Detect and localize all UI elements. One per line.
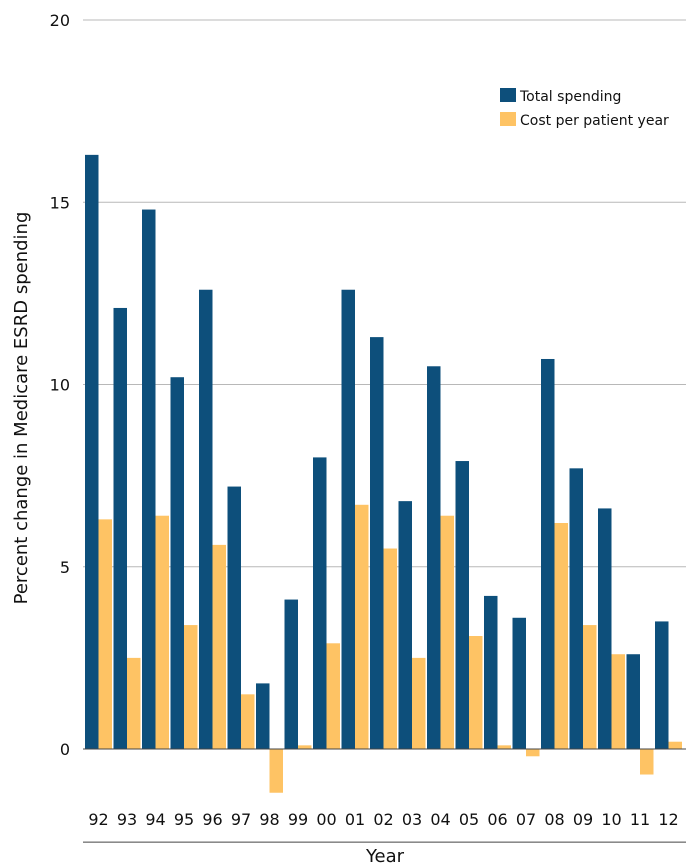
x-tick-label: 08 (544, 810, 564, 829)
bar-cost-per-patient-year (526, 749, 540, 757)
legend-label-total-spending: Total spending (519, 89, 621, 105)
bar-cost-per-patient-year (412, 657, 426, 749)
bar-total-spending (427, 366, 441, 749)
legend-swatch-total-spending (500, 88, 516, 102)
legend-label-cost-per-patient-year: Cost per patient year (520, 113, 669, 129)
bar-total-spending (256, 683, 270, 749)
x-tick-label: 96 (202, 810, 222, 829)
bar-cost-per-patient-year (640, 749, 654, 775)
bar-total-spending (113, 307, 127, 749)
x-tick-label: 05 (459, 810, 479, 829)
bar-cost-per-patient-year (298, 745, 312, 749)
x-tick-label: 10 (601, 810, 621, 829)
bar-total-spending (227, 486, 241, 749)
x-tick-label: 99 (288, 810, 308, 829)
bar-total-spending (199, 289, 213, 749)
bar-total-spending (170, 377, 184, 749)
bar-total-spending (284, 599, 298, 749)
bar-cost-per-patient-year (355, 504, 369, 749)
bar-cost-per-patient-year (212, 544, 226, 749)
x-tick-labels: 92 93 94 95 96 97 98 99 00 01 02 03 04 05 06 07 08 09 10 11… (88, 810, 678, 829)
x-tick-label: 03 (402, 810, 422, 829)
bar-cost-per-patient-year (611, 654, 625, 749)
bar-cost-per-patient-year (554, 523, 568, 749)
x-tick-label: 93 (117, 810, 137, 829)
bar-cost-per-patient-year (469, 636, 483, 749)
bar-cost-per-patient-year (127, 657, 141, 749)
bar-total-spending (569, 468, 583, 749)
bar-total-spending (341, 289, 355, 749)
bar-total-spending (398, 501, 412, 749)
legend: Total spending Cost per patient year (500, 88, 669, 129)
legend-swatch-cost-per-patient-year (500, 112, 516, 126)
x-tick-label: 94 (145, 810, 165, 829)
x-tick-label: 06 (487, 810, 507, 829)
bar-total-spending (598, 508, 612, 749)
bar-total-spending (655, 621, 669, 749)
x-tick-label: 02 (373, 810, 393, 829)
x-tick-label: 04 (430, 810, 450, 829)
x-tick-label: 98 (259, 810, 279, 829)
x-tick-label: 92 (88, 810, 108, 829)
x-tick-label: 11 (630, 810, 650, 829)
bars (83, 154, 686, 793)
bar-cost-per-patient-year (497, 745, 511, 749)
bar-total-spending (455, 461, 469, 749)
x-tick-label: 00 (316, 810, 336, 829)
bar-cost-per-patient-year (98, 519, 112, 749)
bar-total-spending (85, 154, 99, 750)
y-tick-label: 20 (50, 11, 70, 30)
bar-cost-per-patient-year (241, 694, 255, 749)
bar-total-spending (541, 358, 555, 749)
y-tick-label: 0 (60, 740, 70, 759)
bar-cost-per-patient-year (326, 643, 340, 749)
x-axis-title: Year (365, 846, 405, 867)
y-axis-title: Percent change in Medicare ESRD spending (11, 212, 32, 605)
bar-cost-per-patient-year (668, 741, 682, 749)
bar-cost-per-patient-year (155, 515, 169, 749)
bar-cost-per-patient-year (583, 625, 597, 749)
bar-cost-per-patient-year (269, 749, 283, 793)
y-tick-label: 10 (50, 376, 70, 395)
x-tick-label: 01 (345, 810, 365, 829)
x-tick-label: 95 (174, 810, 194, 829)
bar-cost-per-patient-year (184, 625, 198, 749)
x-tick-label: 09 (573, 810, 593, 829)
bar-total-spending (142, 209, 156, 750)
bar-cost-per-patient-year (383, 548, 397, 749)
bar-cost-per-patient-year (440, 515, 454, 749)
x-tick-label: 12 (658, 810, 678, 829)
bar-total-spending (512, 617, 526, 749)
bar-total-spending (626, 654, 640, 749)
y-tick-labels: 0 5 10 15 20 (50, 11, 70, 759)
bar-total-spending (484, 595, 498, 749)
x-tick-label: 07 (516, 810, 536, 829)
bar-total-spending (370, 337, 384, 749)
y-tick-label: 5 (60, 558, 70, 577)
bar-total-spending (313, 457, 327, 749)
x-tick-label: 97 (231, 810, 251, 829)
y-tick-label: 15 (50, 193, 70, 212)
